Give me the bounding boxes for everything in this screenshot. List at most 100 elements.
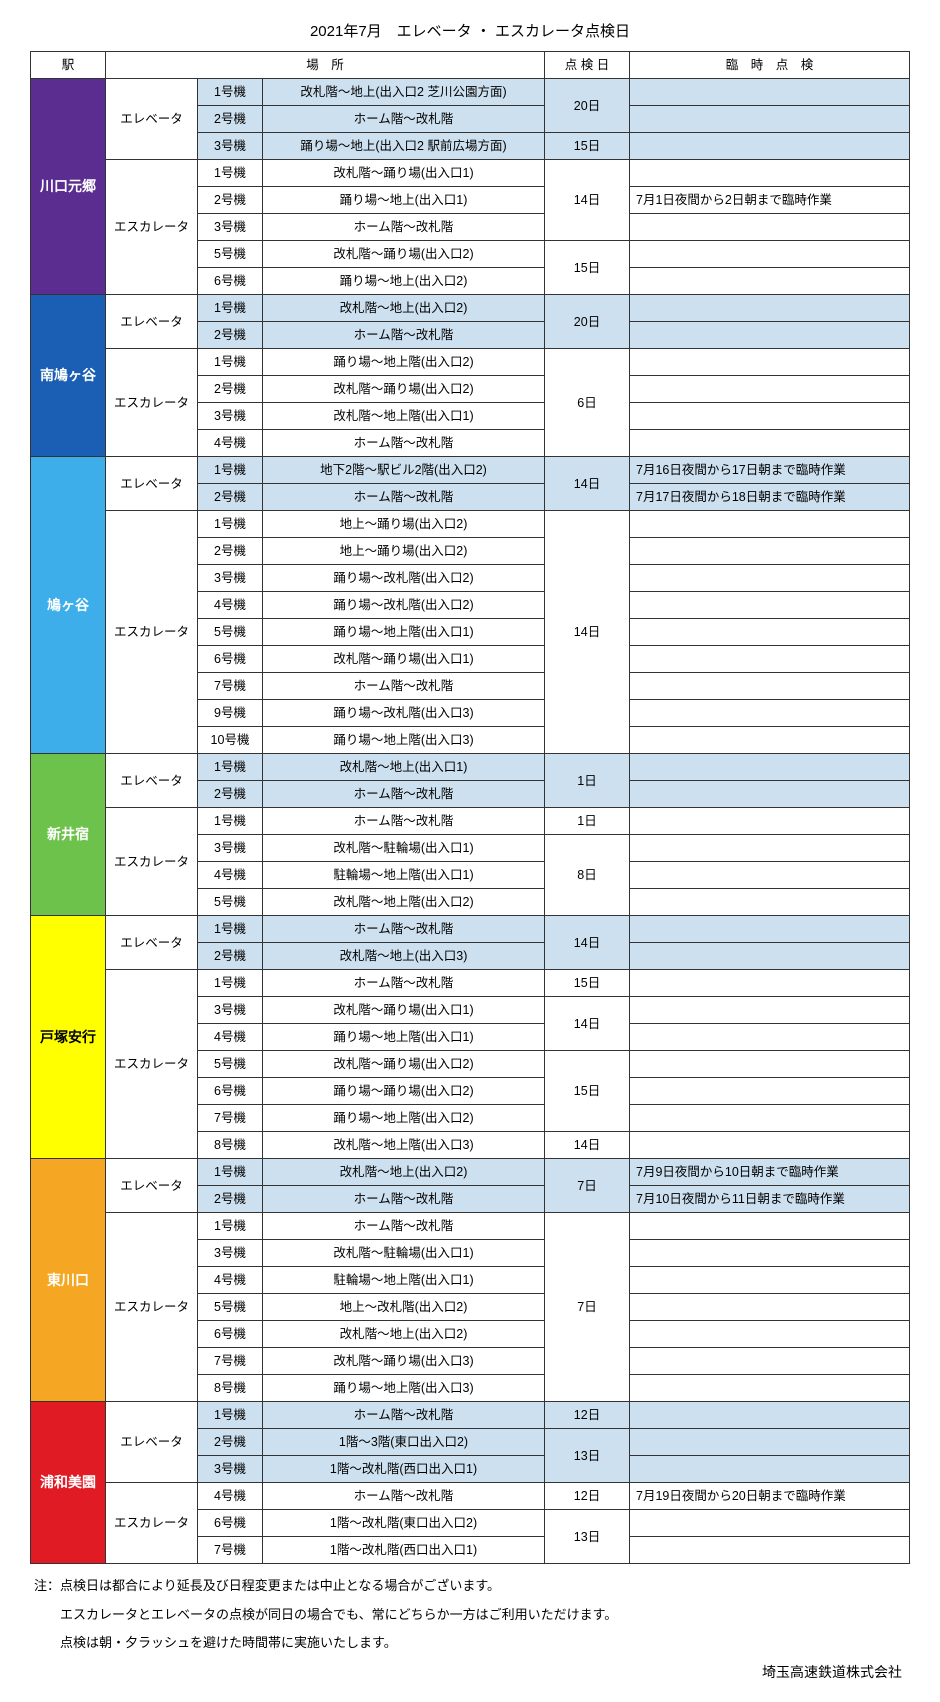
special-cell [630, 565, 910, 592]
location-cell: 改札階～地上階(出入口2) [263, 889, 545, 916]
location-cell: 改札階～地上(出入口2) [263, 1159, 545, 1186]
type-cell: エスカレータ [106, 160, 198, 295]
table-row: 戸塚安行エレベータ1号機ホーム階～改札階14日 [31, 916, 910, 943]
special-cell [630, 646, 910, 673]
unit-cell: 2号機 [198, 187, 263, 214]
unit-cell: 4号機 [198, 592, 263, 619]
date-cell: 12日 [545, 1483, 630, 1510]
location-cell: 踊り場～地上(出入口2 駅前広場方面) [263, 133, 545, 160]
date-cell: 14日 [545, 511, 630, 754]
table-row: エスカレータ1号機改札階～踊り場(出入口1)14日 [31, 160, 910, 187]
date-cell: 6日 [545, 349, 630, 457]
unit-cell: 1号機 [198, 349, 263, 376]
special-cell [630, 1132, 910, 1159]
location-cell: ホーム階～改札階 [263, 1483, 545, 1510]
type-cell: エレベータ [106, 1402, 198, 1483]
special-cell [630, 808, 910, 835]
table-row: 東川口エレベータ1号機改札階～地上(出入口2)7日7月9日夜間から10日朝まで臨… [31, 1159, 910, 1186]
location-cell: 改札階～地上(出入口1) [263, 754, 545, 781]
special-cell: 7月9日夜間から10日朝まで臨時作業 [630, 1159, 910, 1186]
unit-cell: 1号機 [198, 457, 263, 484]
type-cell: エスカレータ [106, 1483, 198, 1564]
special-cell [630, 619, 910, 646]
special-cell [630, 673, 910, 700]
special-cell [630, 160, 910, 187]
header-row: 駅 場 所 点 検 日 臨 時 点 検 [31, 52, 910, 79]
unit-cell: 7号機 [198, 1348, 263, 1375]
unit-cell: 2号機 [198, 943, 263, 970]
special-cell [630, 1375, 910, 1402]
location-cell: 地上～改札階(出入口2) [263, 1294, 545, 1321]
table-row: エスカレータ1号機ホーム階～改札階1日 [31, 808, 910, 835]
unit-cell: 5号機 [198, 1051, 263, 1078]
location-cell: 地下2階～駅ビル2階(出入口2) [263, 457, 545, 484]
station-cell: 川口元郷 [31, 79, 106, 295]
type-cell: エレベータ [106, 79, 198, 160]
table-row: 浦和美園エレベータ1号機ホーム階～改札階12日 [31, 1402, 910, 1429]
special-cell [630, 349, 910, 376]
location-cell: 1階～改札階(西口出入口1) [263, 1456, 545, 1483]
location-cell: 改札階～地上階(出入口1) [263, 403, 545, 430]
special-cell: 7月10日夜間から11日朝まで臨時作業 [630, 1186, 910, 1213]
location-cell: 改札階～踊り場(出入口1) [263, 646, 545, 673]
unit-cell: 2号機 [198, 538, 263, 565]
date-cell: 7日 [545, 1213, 630, 1402]
table-row: エスカレータ1号機地上～踊り場(出入口2)14日 [31, 511, 910, 538]
location-cell: 踊り場～地上階(出入口3) [263, 1375, 545, 1402]
location-cell: 改札階～地上階(出入口3) [263, 1132, 545, 1159]
footer: 埼玉高速鉄道株式会社 [30, 1662, 910, 1682]
location-cell: 踊り場～地上階(出入口1) [263, 619, 545, 646]
inspection-table: 駅 場 所 点 検 日 臨 時 点 検 川口元郷エレベータ1号機改札階～地上(出… [30, 51, 910, 1564]
special-cell [630, 1456, 910, 1483]
location-cell: 踊り場～地上階(出入口3) [263, 727, 545, 754]
location-cell: ホーム階～改札階 [263, 808, 545, 835]
unit-cell: 3号機 [198, 565, 263, 592]
special-cell [630, 1348, 910, 1375]
special-cell [630, 511, 910, 538]
date-cell: 7日 [545, 1159, 630, 1213]
col-special: 臨 時 点 検 [630, 52, 910, 79]
location-cell: 改札階～地上(出入口2) [263, 295, 545, 322]
unit-cell: 8号機 [198, 1375, 263, 1402]
station-cell: 鳩ヶ谷 [31, 457, 106, 754]
table-row: エスカレータ1号機ホーム階～改札階15日 [31, 970, 910, 997]
unit-cell: 4号機 [198, 1267, 263, 1294]
type-cell: エスカレータ [106, 808, 198, 916]
date-cell: 14日 [545, 160, 630, 241]
special-cell [630, 754, 910, 781]
special-cell [630, 1078, 910, 1105]
unit-cell: 3号機 [198, 403, 263, 430]
station-cell: 東川口 [31, 1159, 106, 1402]
special-cell [630, 538, 910, 565]
table-row: 南鳩ヶ谷エレベータ1号機改札階～地上(出入口2)20日 [31, 295, 910, 322]
unit-cell: 2号機 [198, 484, 263, 511]
special-cell [630, 781, 910, 808]
date-cell: 20日 [545, 79, 630, 133]
table-row: 新井宿エレベータ1号機改札階～地上(出入口1)1日 [31, 754, 910, 781]
unit-cell: 6号機 [198, 1078, 263, 1105]
unit-cell: 1号機 [198, 1213, 263, 1240]
note-line: エスカレータとエレベータの点検が同日の場合でも、常にどちらか一方はご利用いただけ… [34, 1601, 910, 1630]
location-cell: 踊り場～改札階(出入口2) [263, 565, 545, 592]
unit-cell: 2号機 [198, 1186, 263, 1213]
unit-cell: 2号機 [198, 106, 263, 133]
unit-cell: 3号機 [198, 997, 263, 1024]
special-cell [630, 241, 910, 268]
location-cell: 改札階～駐輪場(出入口1) [263, 835, 545, 862]
note-line: 注：点検日は都合により延長及び日程変更または中止となる場合がございます。 [34, 1572, 910, 1601]
special-cell [630, 214, 910, 241]
location-cell: 改札階～踊り場(出入口2) [263, 376, 545, 403]
type-cell: エレベータ [106, 916, 198, 970]
unit-cell: 3号機 [198, 1456, 263, 1483]
location-cell: 踊り場～踊り場(出入口2) [263, 1078, 545, 1105]
special-cell [630, 1240, 910, 1267]
unit-cell: 1号機 [198, 808, 263, 835]
unit-cell: 5号機 [198, 619, 263, 646]
note-line: 点検は朝・夕ラッシュを避けた時間帯に実施いたします。 [34, 1629, 910, 1658]
location-cell: 駐輪場～地上階(出入口1) [263, 862, 545, 889]
location-cell: 1階～改札階(東口出入口2) [263, 1510, 545, 1537]
special-cell [630, 700, 910, 727]
special-cell [630, 1321, 910, 1348]
table-row: エスカレータ1号機踊り場～地上階(出入口2)6日 [31, 349, 910, 376]
special-cell [630, 322, 910, 349]
